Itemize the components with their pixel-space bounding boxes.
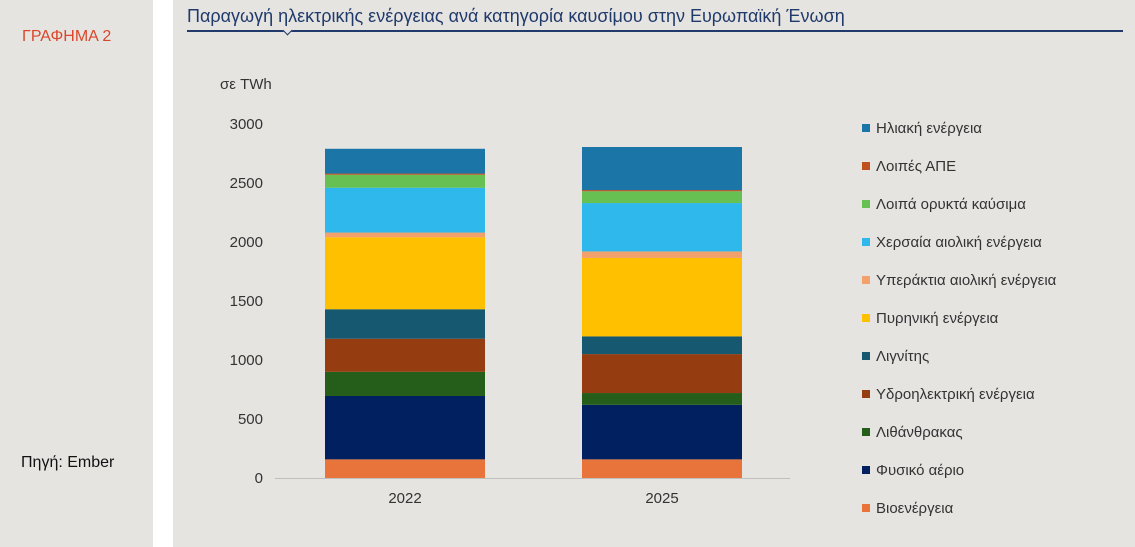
source-note: Πηγή: Ember <box>21 454 115 471</box>
legend-swatch <box>862 466 870 474</box>
y-axis: σε TWh 0 500 1000 1500 2000 2500 3000 <box>220 76 272 487</box>
bar-segment <box>325 371 485 396</box>
y-tick-label: 3000 <box>230 116 263 133</box>
legend-swatch <box>862 390 870 398</box>
bar-segment <box>325 338 485 372</box>
bar-segment <box>325 148 485 174</box>
legend-item: Λοιπά ορυκτά καύσιμα <box>862 185 1056 223</box>
bar-segment <box>582 404 742 460</box>
legend-swatch <box>862 200 870 208</box>
legend-item: Ηλιακή ενέργεια <box>862 109 1056 147</box>
legend-item: Πυρηνική ενέργεια <box>862 299 1056 337</box>
bar-segment <box>325 187 485 233</box>
legend-label: Βιοενέργεια <box>876 499 954 517</box>
legend-label: Ηλιακή ενέργεια <box>876 119 982 137</box>
legend-swatch <box>862 238 870 246</box>
bar-segment <box>582 393 742 405</box>
bar-segment <box>325 459 485 478</box>
bars <box>325 147 742 478</box>
legend-label: Λιγνίτης <box>876 347 930 365</box>
legend-swatch <box>862 276 870 284</box>
figure-label: ΓΡΑΦΗΜΑ 2 <box>22 28 112 45</box>
bar-segment <box>582 354 742 394</box>
legend-label: Λιθάνθρακας <box>876 423 963 441</box>
legend: Ηλιακή ενέργεια Λοιπές ΑΠΕ Λοιπά ορυκτά κα… <box>862 109 1056 527</box>
bar-segment <box>582 190 742 192</box>
y-tick-label: 500 <box>238 411 263 428</box>
bar-segment <box>325 232 485 238</box>
y-tick-label: 0 <box>255 470 263 487</box>
bar-segment <box>582 203 742 252</box>
bar-segment <box>325 173 485 175</box>
legend-item: Υπεράκτια αιολική ενέργεια <box>862 261 1056 299</box>
legend-item: Φυσικό αέριο <box>862 451 1056 489</box>
legend-swatch <box>862 124 870 132</box>
legend-item: Βιοενέργεια <box>862 489 1056 527</box>
y-tick-label: 2500 <box>230 175 263 192</box>
x-axis: 2022 2025 <box>275 478 790 507</box>
legend-swatch <box>862 428 870 436</box>
bar-segment <box>582 459 742 478</box>
x-tick-label: 2025 <box>645 490 678 507</box>
bar-segment <box>325 309 485 339</box>
legend-item: Υδροηλεκτρική ενέργεια <box>862 375 1056 413</box>
x-tick-label: 2022 <box>388 490 421 507</box>
legend-label: Λοιπά ορυκτά καύσιμα <box>876 195 1026 213</box>
legend-swatch <box>862 352 870 360</box>
chart-title: Παραγωγή ηλεκτρικής ενέργειας ανά κατηγο… <box>187 6 845 26</box>
bar-segment <box>325 174 485 188</box>
legend-label: Λοιπές ΑΠΕ <box>876 157 957 175</box>
legend-item: Λιγνίτης <box>862 337 1056 375</box>
left-panel <box>0 0 153 547</box>
legend-label: Υδροηλεκτρική ενέργεια <box>876 385 1035 403</box>
legend-swatch <box>862 314 870 322</box>
bar-segment <box>582 251 742 258</box>
bar-segment <box>582 257 742 337</box>
legend-item: Χερσαία αιολική ενέργεια <box>862 223 1056 261</box>
bar-segment <box>582 147 742 191</box>
legend-label: Φυσικό αέριο <box>876 461 965 479</box>
legend-label: Υπεράκτια αιολική ενέργεια <box>876 271 1057 289</box>
y-axis-label: σε TWh <box>220 76 272 93</box>
legend-label: Πυρηνική ενέργεια <box>876 309 999 327</box>
y-tick-label: 1500 <box>230 293 263 310</box>
panel-gap <box>153 0 173 547</box>
title-underline <box>187 30 1123 32</box>
legend-label: Χερσαία αιολική ενέργεια <box>876 233 1042 251</box>
bar-segment <box>582 191 742 204</box>
bar-segment <box>582 336 742 355</box>
y-tick-label: 2000 <box>230 234 263 251</box>
legend-item: Λοιπές ΑΠΕ <box>862 147 1056 185</box>
legend-swatch <box>862 162 870 170</box>
bar-segment <box>325 395 485 460</box>
bar-segment <box>325 237 485 310</box>
legend-swatch <box>862 504 870 512</box>
legend-item: Λιθάνθρακας <box>862 413 1056 451</box>
y-tick-label: 1000 <box>230 352 263 369</box>
